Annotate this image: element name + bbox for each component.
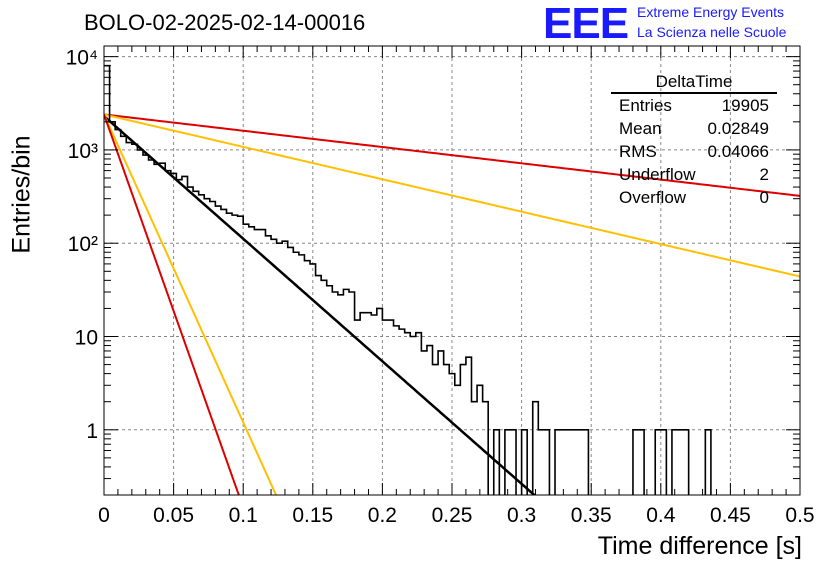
stats-title: DeltaTime (611, 72, 777, 94)
stats-label: RMS (619, 142, 657, 161)
chart-title: BOLO-02-2025-02-14-00016 (84, 10, 366, 35)
y-tick-label: 10⁴ (66, 47, 98, 70)
histogram (104, 64, 712, 495)
stats-value: 0 (759, 188, 769, 207)
stats-row-entries: Entries 19905 (611, 94, 777, 117)
eee-logo: EEE (543, 0, 629, 48)
stats-row-underflow: Underflow 2 (611, 163, 777, 186)
x-tick-label: 0.2 (368, 504, 397, 527)
x-tick-label: 0 (98, 504, 110, 527)
y-tick-label: 10² (68, 233, 98, 256)
x-tick-label: 0.05 (153, 504, 194, 527)
x-tick-label: 0.5 (785, 504, 814, 527)
x-tick-label: 0.1 (229, 504, 258, 527)
stats-value: 2 (759, 165, 769, 184)
stats-row-overflow: Overflow 0 (611, 186, 777, 209)
fit-curve-yellow-2 (104, 113, 800, 278)
stats-label: Overflow (619, 188, 687, 207)
x-axis-label: Time difference [s] (597, 532, 802, 560)
stats-row-rms: RMS 0.04066 (611, 140, 777, 163)
stats-row-mean: Mean 0.02849 (611, 117, 777, 140)
x-tick-label: 0.35 (571, 504, 612, 527)
stats-box: DeltaTime Entries 19905 Mean 0.02849 RMS… (611, 72, 777, 209)
y-tick-label: 10 (75, 327, 98, 350)
x-tick-label: 0.45 (710, 504, 751, 527)
y-tick-label: 1 (86, 420, 98, 443)
stats-label: Mean (619, 119, 662, 138)
y-axis-label: Entries/bin (7, 135, 36, 254)
stats-label: Entries (619, 96, 672, 115)
logo-line-2: La Scienza nelle Scuole (637, 24, 787, 40)
stats-value: 19905 (721, 96, 769, 115)
fit-curve-red-1 (104, 113, 800, 197)
fit-curve-yellow-3 (104, 114, 278, 495)
logo-line-1: Extreme Energy Events (637, 4, 785, 20)
x-tick-label: 0.25 (432, 504, 473, 527)
fit-curve-red-4 (104, 114, 240, 495)
x-tick-label: 0.15 (292, 504, 333, 527)
x-tick-label: 0.4 (646, 504, 676, 527)
fit-curve-main-0 (104, 115, 537, 495)
stats-value: 0.04066 (707, 142, 769, 161)
y-tick-label: 10³ (68, 140, 98, 163)
stats-label: Underflow (619, 165, 696, 184)
stats-value: 0.02849 (707, 119, 769, 138)
x-tick-label: 0.3 (507, 504, 536, 527)
